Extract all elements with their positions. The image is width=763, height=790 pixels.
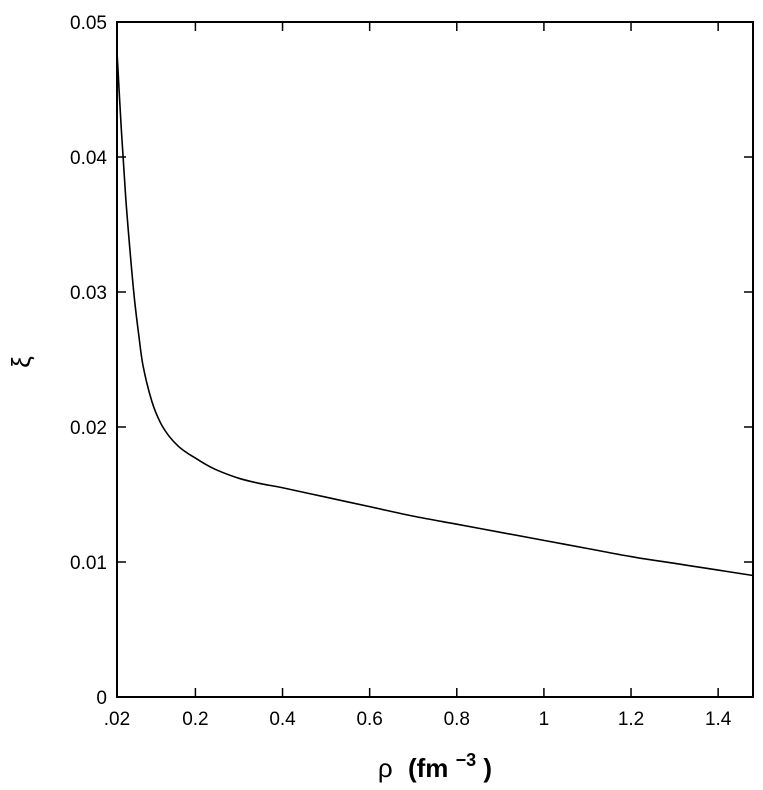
x-tick-label: 0.8 <box>444 709 470 730</box>
x-axis-unit-exponent: −3 <box>456 750 477 770</box>
x-axis-unit-close: ) <box>483 753 492 783</box>
plot-frame <box>116 21 754 698</box>
y-tick-label: 0 <box>96 688 107 709</box>
y-axis-ticks: 0 0.01 0.02 0.03 0.04 0.05 <box>70 13 753 709</box>
x-axis-label: ρ (fm −3 ) <box>378 742 492 783</box>
x-axis-ticks: .02 0.2 0.4 0.6 0.8 1 1.2 1.4 <box>104 22 732 730</box>
x-tick-label: 1.4 <box>705 709 732 730</box>
y-tick-label: 0.05 <box>70 13 107 34</box>
x-tick-label: 0.2 <box>182 709 208 730</box>
y-tick-label: 0.01 <box>70 553 107 574</box>
x-axis-unit-open: (fm <box>408 753 448 783</box>
x-tick-label: 0.6 <box>356 709 382 730</box>
y-tick-label: 0.02 <box>70 418 107 439</box>
x-tick-label: 1.2 <box>618 709 644 730</box>
series-line <box>116 51 754 577</box>
y-axis-label: ξ <box>6 356 36 368</box>
y-tick-label: 0.03 <box>70 283 107 304</box>
series-layer <box>116 51 754 577</box>
x-axis-symbol: ρ <box>378 753 393 783</box>
y-tick-label: 0.04 <box>70 148 107 169</box>
x-tick-label: 1 <box>539 709 550 730</box>
x-tick-label: .02 <box>104 709 130 730</box>
x-tick-label: 0.4 <box>269 709 296 730</box>
